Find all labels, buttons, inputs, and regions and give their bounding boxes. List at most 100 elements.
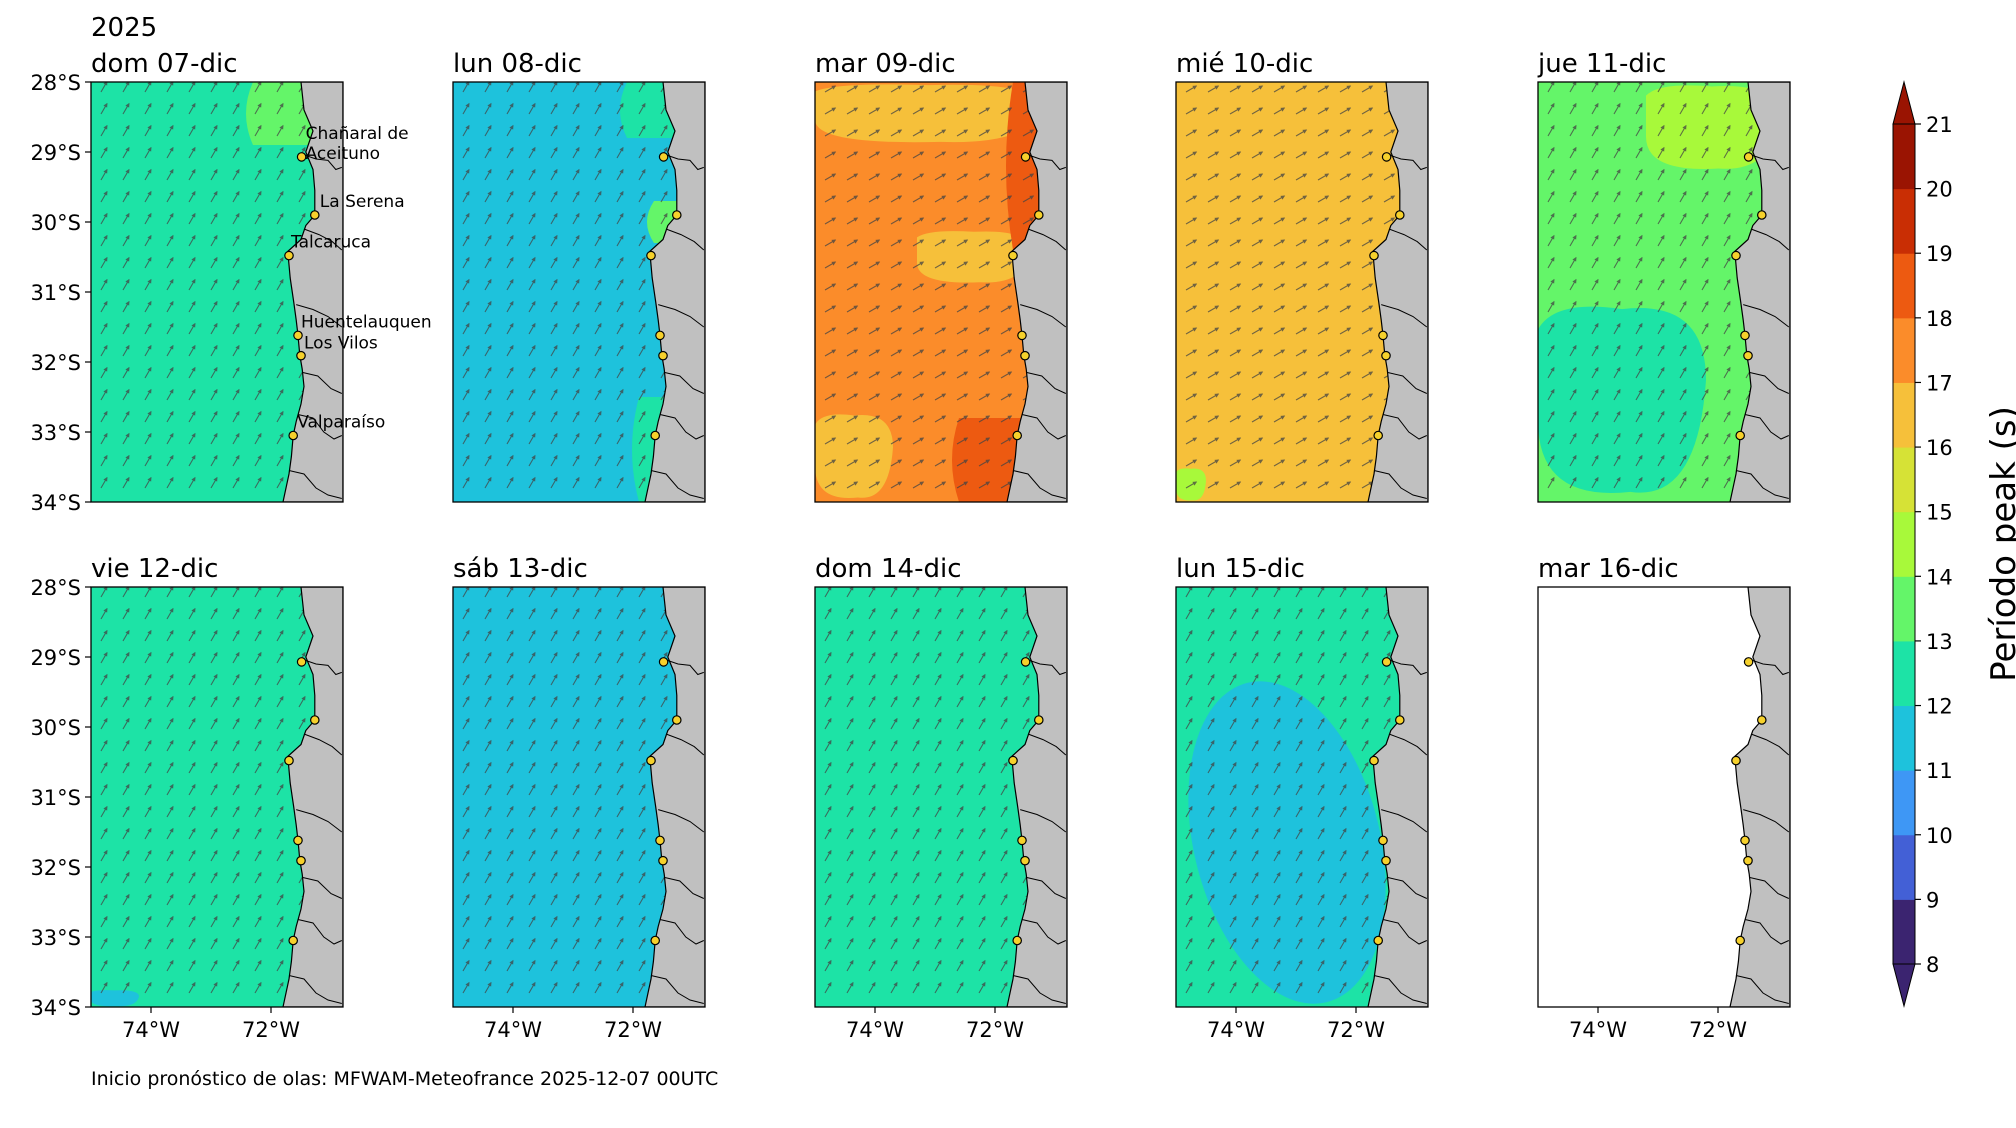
direction-arrow xyxy=(506,256,514,269)
region-border xyxy=(650,470,704,499)
forecast-source-footer: Inicio pronóstico de olas: MFWAM-Meteofr… xyxy=(91,1068,719,1090)
direction-arrow xyxy=(122,322,130,335)
direction-arrow xyxy=(210,278,218,291)
direction-arrow xyxy=(978,173,991,181)
direction-arrow xyxy=(868,239,881,247)
direction-arrow xyxy=(254,168,262,181)
direction-arrow xyxy=(484,344,492,357)
direction-arrow xyxy=(594,432,602,445)
x-tick-label: 72°W xyxy=(242,1018,300,1042)
direction-arrow xyxy=(1251,173,1264,181)
y-tick-label: 33°S xyxy=(30,421,81,445)
panel-frame xyxy=(452,81,706,503)
direction-arrow xyxy=(594,146,602,159)
direction-arrow xyxy=(890,261,903,269)
direction-arrow xyxy=(528,234,536,247)
colorbar-tick-label: 19 xyxy=(1926,242,1953,266)
direction-arrow xyxy=(616,212,624,225)
direction-arrow xyxy=(638,344,646,357)
direction-arrow xyxy=(462,82,470,93)
direction-arrow xyxy=(506,300,514,313)
direction-arrow xyxy=(122,278,130,291)
panel-field xyxy=(1176,82,1428,502)
x-tick-label: 74°W xyxy=(846,1018,904,1042)
direction-arrow xyxy=(1185,129,1198,137)
direction-arrow xyxy=(254,256,262,269)
direction-arrow xyxy=(1000,393,1013,401)
direction-arrow xyxy=(210,102,218,115)
direction-arrow xyxy=(506,388,514,401)
panel-field xyxy=(453,587,705,1007)
direction-arrow xyxy=(1229,239,1242,247)
direction-arrow xyxy=(934,393,947,401)
direction-arrow xyxy=(934,173,947,181)
direction-arrow xyxy=(1000,371,1013,379)
direction-arrow xyxy=(572,168,580,181)
direction-arrow xyxy=(166,476,174,489)
station-marker xyxy=(284,755,294,766)
direction-arrow xyxy=(594,300,602,313)
direction-arrow xyxy=(462,234,470,247)
direction-arrow xyxy=(1273,327,1286,335)
direction-arrow xyxy=(956,459,969,467)
direction-arrow xyxy=(254,454,262,467)
direction-arrow xyxy=(506,366,514,379)
station-marker xyxy=(1369,755,1379,766)
direction-arrow xyxy=(188,322,196,335)
panels-group: dom 07-dic 28°S 29°S 30°S 31°S 32°S 33°S 34°S Ch… xyxy=(30,49,1791,1042)
direction-arrow xyxy=(122,344,130,357)
station-marker xyxy=(650,430,660,441)
direction-arrow xyxy=(462,410,470,423)
direction-arrow xyxy=(824,107,837,115)
direction-arrow xyxy=(868,195,881,203)
direction-arrow xyxy=(956,239,969,247)
direction-arrow xyxy=(616,344,624,357)
direction-arrow xyxy=(846,305,859,313)
direction-arrow xyxy=(1317,327,1330,335)
station-label: Los Vilos xyxy=(304,334,378,354)
direction-arrow xyxy=(594,102,602,115)
direction-arrow xyxy=(912,261,925,269)
direction-arrow xyxy=(572,146,580,159)
direction-arrow xyxy=(572,256,580,269)
direction-arrow xyxy=(956,415,969,423)
direction-arrow xyxy=(846,437,859,445)
direction-arrow xyxy=(846,195,859,203)
direction-arrow xyxy=(166,256,174,269)
direction-arrow xyxy=(890,85,903,93)
direction-arrow xyxy=(660,124,668,137)
direction-arrow xyxy=(276,234,284,247)
station-marker xyxy=(1731,250,1741,261)
region-border xyxy=(667,155,704,171)
direction-arrow xyxy=(1185,349,1198,357)
station-marker xyxy=(1740,330,1750,341)
direction-arrow xyxy=(616,124,624,137)
direction-arrow xyxy=(978,195,991,203)
direction-arrow xyxy=(846,261,859,269)
station-marker xyxy=(309,715,320,725)
direction-arrow xyxy=(506,432,514,445)
direction-arrow xyxy=(934,283,947,291)
direction-arrow xyxy=(144,190,152,203)
station-marker xyxy=(1017,835,1027,846)
direction-arrow xyxy=(232,168,240,181)
colorbar-tick-label: 12 xyxy=(1926,695,1953,719)
direction-arrow xyxy=(638,256,646,269)
direction-arrow xyxy=(978,349,991,357)
direction-arrow xyxy=(868,173,881,181)
direction-arrow xyxy=(166,344,174,357)
direction-arrow xyxy=(232,102,240,115)
direction-arrow xyxy=(1207,349,1220,357)
direction-arrow xyxy=(572,190,580,203)
direction-arrow xyxy=(594,190,602,203)
station-marker xyxy=(655,835,665,846)
direction-arrow xyxy=(528,168,536,181)
direction-arrow xyxy=(1383,129,1396,137)
direction-arrow xyxy=(462,454,470,467)
colorbar-segment xyxy=(1893,770,1915,836)
direction-arrow xyxy=(144,278,152,291)
colorbar-extend-min xyxy=(1892,963,1916,1008)
direction-arrow xyxy=(1207,85,1220,93)
direction-arrow xyxy=(978,129,991,137)
